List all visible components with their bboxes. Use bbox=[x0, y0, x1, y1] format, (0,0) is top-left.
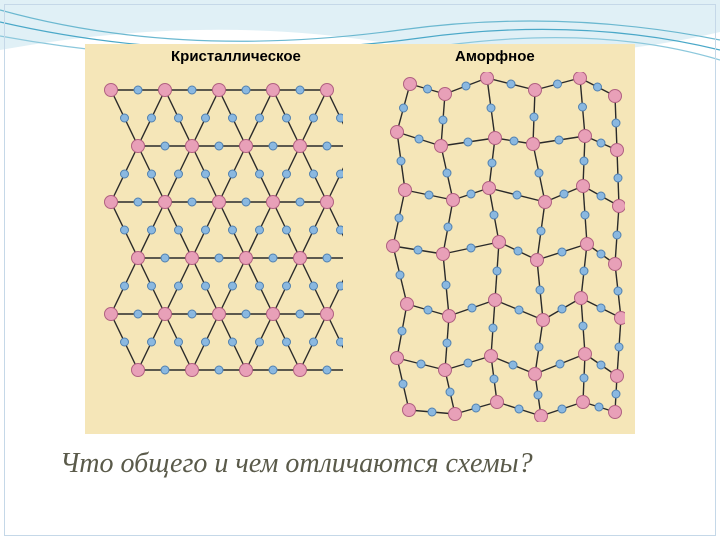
amorphous-title: Аморфное bbox=[455, 48, 535, 65]
crystal-diagram bbox=[103, 72, 343, 422]
question-text: Что общего и чем отличаются схемы? bbox=[60, 448, 533, 480]
crystal-title: Кристаллическое bbox=[171, 48, 301, 65]
diagram-container: Кристаллическое Аморфное bbox=[85, 44, 635, 434]
amorphous-diagram bbox=[385, 72, 625, 422]
